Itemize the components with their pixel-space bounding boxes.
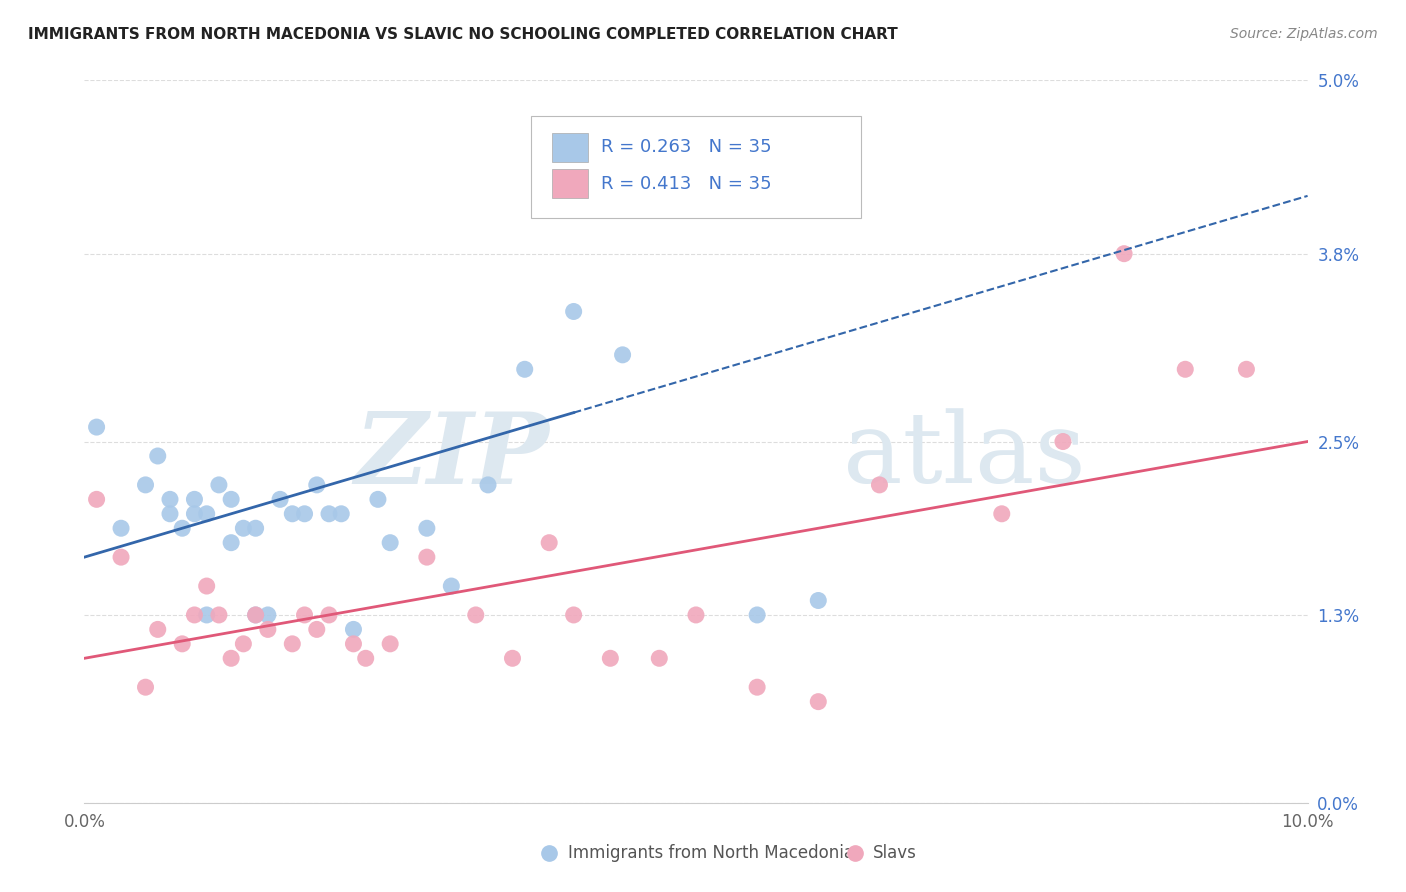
Point xyxy=(599,651,621,665)
Point xyxy=(612,348,634,362)
Point xyxy=(477,478,499,492)
Point xyxy=(146,449,169,463)
Point xyxy=(195,579,218,593)
Point xyxy=(159,492,181,507)
Point xyxy=(1236,362,1258,376)
Point xyxy=(305,478,328,492)
FancyBboxPatch shape xyxy=(531,117,860,218)
Point xyxy=(257,623,280,637)
Point xyxy=(464,607,486,622)
Point xyxy=(245,607,267,622)
Point xyxy=(86,492,108,507)
Point xyxy=(807,695,830,709)
Point xyxy=(219,492,242,507)
Point xyxy=(330,507,353,521)
Point xyxy=(208,478,231,492)
Point xyxy=(318,507,340,521)
Point xyxy=(380,637,402,651)
Point xyxy=(416,521,439,535)
Point xyxy=(342,637,364,651)
Point xyxy=(257,607,280,622)
Point xyxy=(342,623,364,637)
Text: Slavs: Slavs xyxy=(873,845,917,863)
Point xyxy=(110,521,132,535)
Point xyxy=(318,607,340,622)
Point xyxy=(354,651,377,665)
Point xyxy=(513,362,536,376)
Point xyxy=(232,637,254,651)
Point xyxy=(269,492,291,507)
Point xyxy=(219,651,242,665)
Point xyxy=(281,637,304,651)
Point xyxy=(195,607,218,622)
Point xyxy=(183,507,205,521)
Point xyxy=(135,478,157,492)
Point xyxy=(367,492,389,507)
Point xyxy=(1052,434,1074,449)
Point xyxy=(991,507,1014,521)
Point xyxy=(208,607,231,622)
Point xyxy=(1174,362,1197,376)
Text: IMMIGRANTS FROM NORTH MACEDONIA VS SLAVIC NO SCHOOLING COMPLETED CORRELATION CHA: IMMIGRANTS FROM NORTH MACEDONIA VS SLAVI… xyxy=(28,27,898,42)
Point xyxy=(172,637,194,651)
Point xyxy=(183,492,205,507)
Point xyxy=(648,651,671,665)
Point xyxy=(305,623,328,637)
Point xyxy=(232,521,254,535)
Bar xyxy=(551,133,588,162)
Point xyxy=(1114,246,1136,260)
Point xyxy=(281,507,304,521)
Point xyxy=(294,607,316,622)
Point xyxy=(183,607,205,622)
Bar xyxy=(551,169,588,198)
Point xyxy=(807,593,830,607)
Point xyxy=(159,507,181,521)
Point xyxy=(562,304,585,318)
Point xyxy=(245,521,267,535)
Point xyxy=(219,535,242,549)
Point xyxy=(135,680,157,694)
Point xyxy=(110,550,132,565)
Point xyxy=(294,507,316,521)
Text: Source: ZipAtlas.com: Source: ZipAtlas.com xyxy=(1230,27,1378,41)
Text: R = 0.263   N = 35: R = 0.263 N = 35 xyxy=(600,138,770,156)
Point xyxy=(685,607,707,622)
Point xyxy=(195,507,218,521)
Text: Immigrants from North Macedonia: Immigrants from North Macedonia xyxy=(568,845,853,863)
Point xyxy=(416,550,439,565)
Point xyxy=(869,478,891,492)
Point xyxy=(380,535,402,549)
Point xyxy=(440,579,463,593)
Point xyxy=(538,535,561,549)
Point xyxy=(562,607,585,622)
Point xyxy=(86,420,108,434)
Point xyxy=(747,680,769,694)
Point xyxy=(146,623,169,637)
Text: ZIP: ZIP xyxy=(354,408,550,504)
Text: R = 0.413   N = 35: R = 0.413 N = 35 xyxy=(600,175,770,193)
Text: atlas: atlas xyxy=(842,409,1085,504)
Point xyxy=(502,651,524,665)
Point xyxy=(747,607,769,622)
Point xyxy=(245,607,267,622)
Point xyxy=(172,521,194,535)
